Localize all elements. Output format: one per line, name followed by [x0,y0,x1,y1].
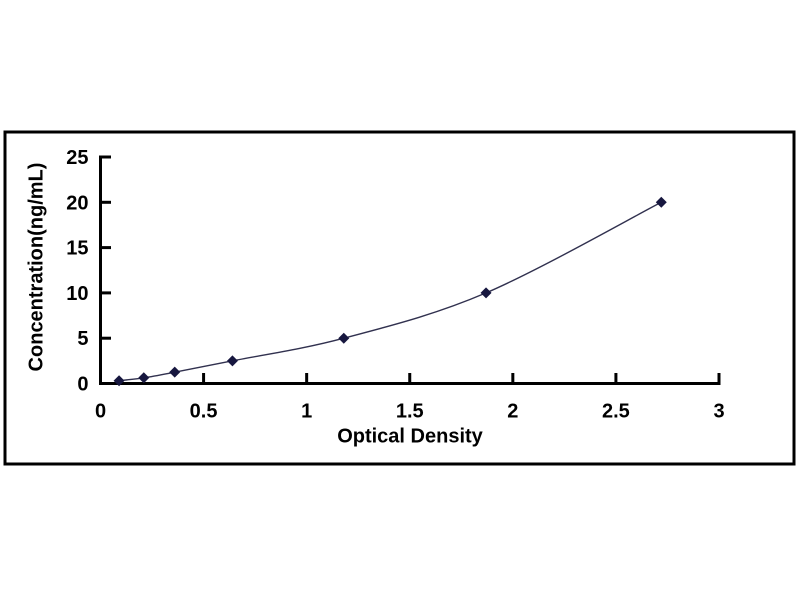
x-axis-title: Optical Density [337,425,483,448]
y-tick-label: 0 [77,374,88,396]
x-tick-label: 1.5 [396,401,424,423]
data-point-marker [655,196,667,208]
y-tick-label: 20 [66,192,88,214]
x-tick-label: 0 [95,401,106,423]
y-tick-label: 10 [66,283,88,305]
x-tick-label: 1 [301,401,312,423]
x-tick-label: 2 [507,401,518,423]
standard-curve-line [118,201,662,382]
y-tick-label: 25 [66,147,88,169]
y-tick-label: 15 [66,238,88,260]
data-point-marker [480,287,492,299]
y-tick-label: 5 [77,328,88,350]
data-point-marker [169,366,181,378]
data-point-marker [338,332,350,344]
x-tick-label: 3 [713,401,724,423]
data-point-marker [138,372,150,384]
x-tick-label: 2.5 [602,401,630,423]
data-point-marker [226,355,238,367]
y-axis-title: Concentration(ng/mL) [25,162,48,372]
chart-frame [3,130,796,466]
data-point-marker [113,375,125,387]
x-tick-label: 0.5 [190,401,218,423]
